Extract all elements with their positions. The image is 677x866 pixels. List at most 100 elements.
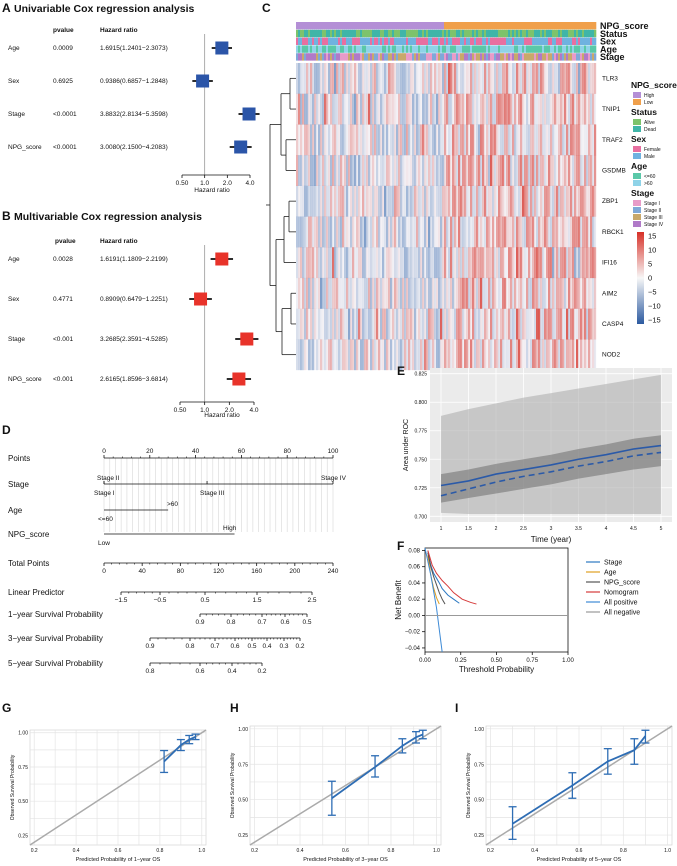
heatmap-cell	[390, 185, 393, 217]
heatmap-cell	[310, 277, 313, 309]
heatmap-cell	[328, 308, 331, 340]
heatmap-cell	[312, 247, 315, 279]
annotation-cell	[564, 22, 567, 30]
annotation-cell	[554, 45, 557, 53]
heatmap-cell	[364, 339, 367, 371]
annotation-cell	[348, 29, 351, 38]
annotation-cell	[402, 53, 405, 61]
annotation-cell	[590, 53, 593, 61]
y-tick-label: 0.25	[18, 833, 28, 839]
heatmap-cell	[300, 155, 303, 186]
annotation-cell	[536, 37, 539, 45]
annotation-cell	[524, 29, 527, 38]
heatmap-cell	[370, 63, 373, 94]
heatmap-cell	[376, 185, 379, 217]
heatmap-cell	[576, 308, 579, 340]
heatmap-cell	[594, 94, 596, 125]
heatmap-cell	[566, 63, 569, 94]
heatmap-cell	[302, 247, 305, 279]
annotation-cell	[512, 53, 515, 61]
heatmap-cell	[324, 339, 327, 371]
heatmap-cell	[328, 185, 331, 217]
x-tick-label: 0.75	[526, 658, 538, 664]
annotation-cell	[510, 45, 513, 53]
heatmap-cell	[322, 277, 325, 309]
annotation-cell	[592, 45, 595, 53]
annotation-cell	[500, 37, 503, 45]
auc-dashed-line	[440, 451, 662, 497]
heatmap-cell	[298, 247, 301, 279]
annotation-cell	[416, 53, 419, 61]
annotation-cell	[320, 22, 323, 30]
heatmap-cell	[410, 155, 413, 186]
heatmap-cell	[356, 247, 359, 279]
heatmap-cell	[348, 186, 350, 217]
heatmap-cell	[526, 185, 529, 217]
annotation-cell	[374, 22, 377, 30]
annotation-cell	[352, 37, 355, 45]
heatmap-cell	[542, 155, 545, 186]
heatmap-cell	[380, 277, 383, 309]
x-tick-label: 1.00	[562, 658, 574, 664]
lp-tick-label: 0.5	[200, 597, 209, 604]
heatmap-cell	[302, 216, 305, 248]
points-tick-label: 0	[102, 448, 106, 455]
heatmap-cell	[552, 63, 555, 94]
heatmap-cell	[530, 63, 533, 94]
heatmap-cell	[580, 63, 583, 94]
heatmap-cell	[414, 93, 417, 125]
heatmap-cell	[594, 155, 597, 186]
heatmap-cell	[400, 155, 403, 186]
annotation-cell	[518, 22, 521, 30]
annotation-cell	[546, 29, 549, 38]
heatmap-cell	[516, 308, 519, 340]
annotation-cell	[502, 53, 505, 61]
hr-marker	[232, 372, 246, 386]
heatmap-cell	[306, 93, 309, 125]
heatmap-cell	[518, 155, 521, 186]
annotation-cell	[438, 53, 441, 61]
heatmap-cell	[396, 124, 399, 156]
heatmap-cell	[562, 93, 565, 125]
annotation-cell	[556, 37, 559, 45]
annotation-cell	[460, 29, 463, 38]
heatmap-cell	[388, 216, 391, 248]
heatmap-cell	[442, 63, 445, 94]
heatmap-cell	[548, 216, 551, 248]
annotation-cell	[402, 22, 405, 30]
heatmap-cell	[434, 186, 436, 217]
annotation-cell	[328, 37, 331, 45]
heatmap-cell	[438, 185, 441, 217]
heatmap-cell	[406, 217, 408, 248]
heatmap-cell	[418, 216, 421, 248]
heatmap-cell	[438, 216, 441, 248]
annotation-cell	[336, 45, 339, 53]
annotation-cell	[514, 37, 517, 45]
heatmap-cell	[388, 155, 391, 186]
heatmap-cell	[452, 247, 455, 279]
annotation-cell	[318, 22, 321, 30]
lp-tick-label: 1.5	[252, 597, 261, 604]
heatmap-cell	[364, 247, 367, 279]
heatmap-cell	[496, 339, 499, 371]
heatmap-cell	[342, 155, 345, 186]
heatmap-cell	[412, 155, 415, 186]
heatmap-cell	[556, 308, 559, 340]
annotation-cell	[300, 29, 303, 38]
row-label: Age	[8, 45, 20, 52]
annotation-cell	[534, 22, 537, 30]
heatmap-cell	[590, 93, 593, 125]
annotation-cell	[318, 37, 321, 45]
annotation-cell	[434, 22, 437, 30]
heatmap-cell	[380, 185, 383, 217]
heatmap-cell	[534, 93, 537, 125]
row-pvalue: <0.001	[53, 336, 73, 343]
heatmap-cell	[304, 185, 307, 217]
annotation-cell	[388, 22, 391, 30]
heatmap-cell	[298, 124, 300, 155]
annotation-cell	[412, 45, 415, 53]
heatmap-cell	[306, 308, 309, 340]
heatmap-cell	[356, 308, 359, 340]
annotation-cell	[452, 45, 455, 53]
annotation-cell	[554, 37, 557, 45]
